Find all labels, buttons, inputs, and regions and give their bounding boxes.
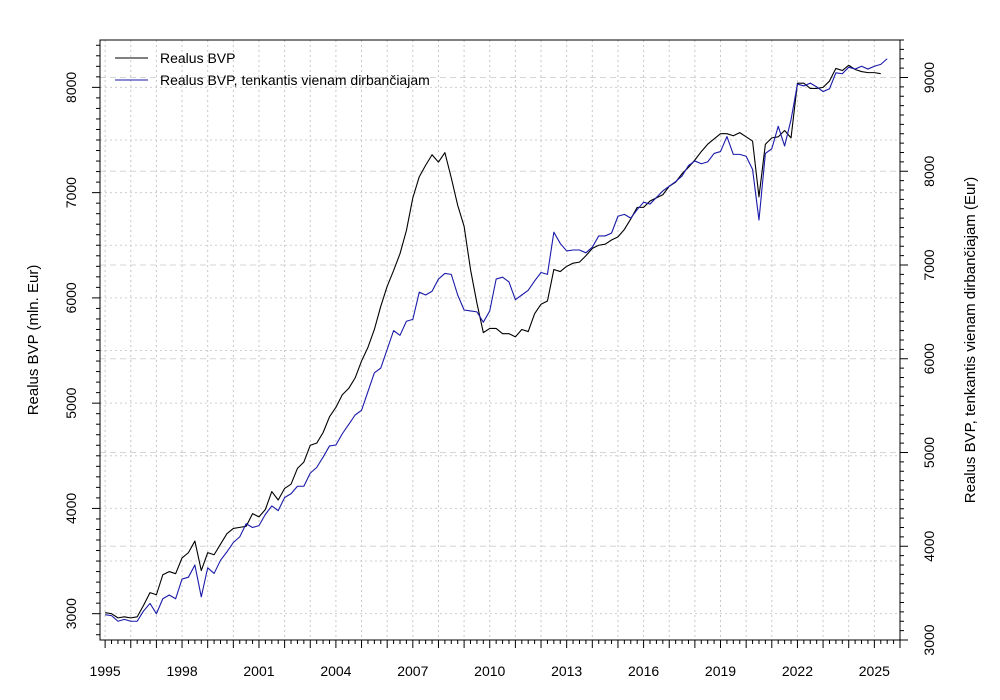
x-tick-label-2001: 2001 (243, 663, 274, 679)
x-tick-label-2004: 2004 (320, 663, 351, 679)
x-tick-label-2016: 2016 (628, 663, 659, 679)
y-left-tick-label-3000: 3000 (63, 598, 79, 629)
y-left-tick-label-5000: 5000 (63, 387, 79, 418)
grid-lines (100, 40, 901, 641)
y-right-tick-label-5000: 5000 (921, 437, 937, 468)
axes: 1995 1998 2001 2004 2007 2010 2013 2016 2019 2022… (63, 39, 937, 679)
legend-label-per-worker: Realus BVP, tenkantis vienam dirbančiaja… (160, 72, 430, 88)
x-tick-label-2007: 2007 (397, 663, 428, 679)
legend-label-realus-bvp: Realus BVP (160, 50, 235, 66)
x-tick-label-1998: 1998 (166, 663, 197, 679)
y-left-tick-label-8000: 8000 (63, 72, 79, 103)
y-right-tick-label-7000: 7000 (921, 249, 937, 280)
x-tick-label-2022: 2022 (782, 663, 813, 679)
y-axis-left-title: Realus BVP (mln. Eur) (25, 265, 42, 416)
x-tick-label-2010: 2010 (474, 663, 505, 679)
y-right-tick-label-9000: 9000 (921, 62, 937, 93)
x-tick-label-2019: 2019 (705, 663, 736, 679)
y-right-tick-label-8000: 8000 (921, 155, 937, 186)
y-left-tick-label-7000: 7000 (63, 177, 79, 208)
y-left-tick-label-6000: 6000 (63, 282, 79, 313)
y-right-tick-label-3000: 3000 (921, 624, 937, 655)
series-line-realus-bvp (105, 64, 881, 619)
y-right-tick-label-4000: 4000 (921, 530, 937, 561)
y-axis-right-title: Realus BVP, tenkantis vienam dirbančiaja… (962, 177, 979, 504)
legend: Realus BVP Realus BVP, tenkantis vienam … (115, 50, 430, 88)
y-left-tick-label-4000: 4000 (63, 493, 79, 524)
x-tick-label-2025: 2025 (859, 663, 890, 679)
x-tick-label-1995: 1995 (90, 663, 121, 679)
x-tick-label-2013: 2013 (551, 663, 582, 679)
y-right-tick-label-6000: 6000 (921, 343, 937, 374)
series-layer (105, 58, 888, 622)
series-line-per-worker (105, 58, 888, 622)
